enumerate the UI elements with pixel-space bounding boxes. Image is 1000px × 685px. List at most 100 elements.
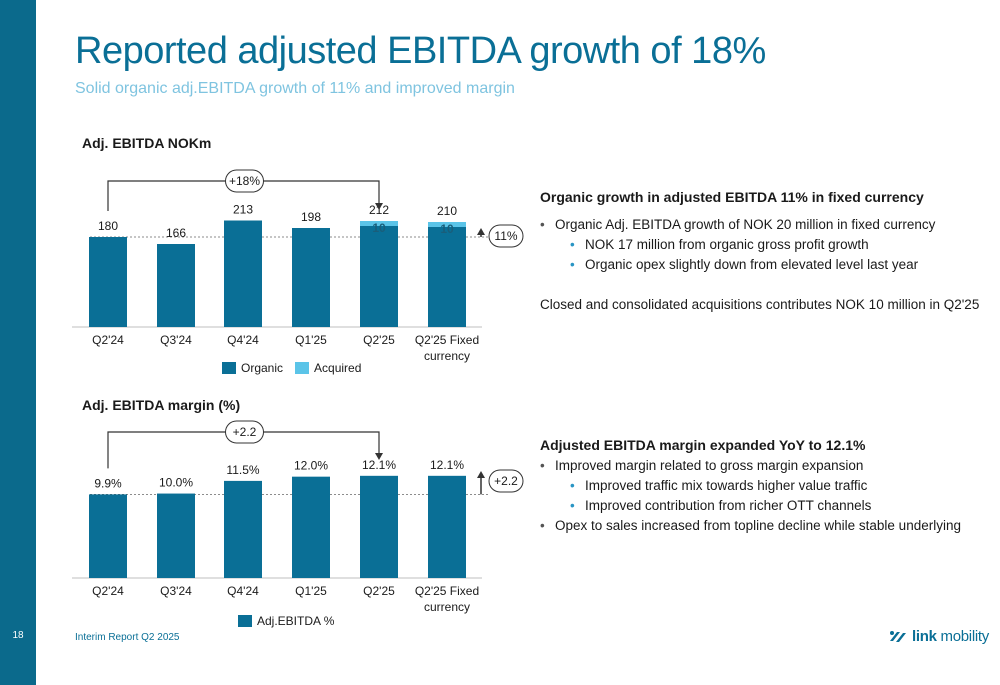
ebitda-bar-organic [89, 237, 127, 327]
bullet-dot: • [540, 458, 545, 473]
sidebar-strip [0, 0, 36, 685]
legend-item-margin: Adj.EBITDA % [238, 614, 334, 628]
margin-chart-title: Adj. EBITDA margin (%) [82, 397, 241, 413]
legend-item-organic: Organic [222, 361, 283, 375]
ebitda-tick-label: currency [424, 349, 470, 363]
margin-bar-organic [89, 494, 127, 578]
ebitda-tick-label: Q1'25 [295, 333, 327, 347]
growth-paragraph: Closed and consolidated acquisitions con… [540, 297, 980, 312]
margin-growth-arrowhead [375, 453, 383, 460]
margin-value-label: 12.1% [430, 458, 464, 472]
margin-commentary: Adjusted EBITDA margin expanded YoY to 1… [540, 437, 961, 536]
margin-legend: Adj.EBITDA % [238, 614, 346, 628]
slide-title: Reported adjusted EBITDA growth of 18% [75, 30, 766, 72]
margin-bar-organic [360, 475, 398, 578]
ebitda-growth-label: +18% [229, 174, 260, 188]
ebitda-chart-title: Adj. EBITDA NOKm [82, 135, 212, 151]
margin-tick-label: Q2'24 [92, 584, 124, 598]
legend-label-margin: Adj.EBITDA % [257, 614, 335, 628]
margin-value-label: 12.1% [362, 458, 396, 472]
legend-label-organic: Organic [241, 361, 284, 375]
growth-heading: Organic growth in adjusted EBITDA 11% in… [540, 189, 924, 205]
ebitda-acquired-label: 10 [440, 222, 454, 236]
ebitda-acquired-label: 10 [372, 221, 386, 235]
margin-growth-label: +2.2 [233, 425, 257, 439]
ebitda-growth-pill [225, 169, 264, 193]
logo-text-bold: link [912, 628, 937, 645]
growth-sub-bullet-1: • NOK 17 million from organic gross prof… [540, 235, 979, 255]
page-number: 18 [12, 630, 24, 641]
margin-sub-bullet-text: Improved traffic mix towards higher valu… [585, 478, 868, 493]
ebitda-value-label: 213 [233, 203, 253, 217]
margin-sub-bullet-2: • Improved contribution from richer OTT … [540, 496, 961, 516]
logo-text-light: mobility [936, 628, 990, 645]
margin-bar-organic [157, 493, 195, 578]
legend-swatch-margin [238, 615, 252, 627]
margin-tick-label: Q2'25 Fixed [415, 584, 479, 598]
legend-swatch-organic [222, 362, 236, 374]
margin-heading: Adjusted EBITDA margin expanded YoY to 1… [540, 437, 866, 453]
margin-sub-bullet-text: Improved contribution from richer OTT ch… [585, 498, 872, 513]
margin-bullet-2: • Opex to sales increased from topline d… [540, 516, 961, 536]
ebitda-tick-label: Q2'25 [363, 333, 395, 347]
ebitda-value-label: 180 [98, 219, 118, 233]
ebitda-value-label: 198 [301, 210, 321, 224]
growth-sub-bullet-text: Organic opex slightly down from elevated… [585, 257, 919, 272]
ebitda-bar-organic [360, 226, 398, 327]
bullet-dot: • [570, 237, 575, 252]
link-mobility-logo: link mobility [888, 628, 989, 645]
ebitda-tick-label: Q2'25 Fixed [415, 333, 479, 347]
legend-swatch-acquired [295, 362, 310, 374]
margin-value-label: 9.9% [94, 476, 122, 490]
slide-subtitle: Solid organic adj.EBITDA growth of 11% a… [75, 80, 515, 97]
ebitda-value-label: 210 [437, 204, 457, 218]
ebitda-bar-organic [157, 244, 195, 327]
margin-growth-pill [225, 420, 264, 444]
margin-value-label: 12.0% [294, 459, 328, 473]
bullet-dot: • [570, 257, 575, 272]
footer-report-label: Interim Report Q2 2025 [75, 632, 180, 643]
margin-sub-bullet-1: • Improved traffic mix towards higher va… [540, 476, 961, 496]
ebitda-growth-arrowhead [375, 203, 383, 210]
margin-tick-label: currency [424, 600, 470, 614]
ebitda-delta-arrowhead [477, 228, 485, 235]
ebitda-delta-label: 11% [494, 229, 517, 243]
margin-delta-arrowhead [477, 471, 485, 478]
margin-delta-label: +2.2 [494, 474, 518, 488]
margin-value-label: 11.5% [226, 463, 259, 477]
growth-commentary: Organic growth in adjusted EBITDA 11% in… [540, 189, 979, 315]
margin-delta-pill [488, 469, 524, 493]
margin-tick-label: Q3'24 [160, 584, 192, 598]
ebitda-value-label: 166 [166, 226, 186, 240]
ebitda-value-label: 212 [369, 203, 389, 217]
ebitda-bar-organic [292, 228, 330, 327]
growth-bullet: • Organic Adj. EBITDA growth of NOK 20 m… [540, 215, 979, 235]
ebitda-tick-label: Q2'24 [92, 333, 124, 347]
margin-bar-organic [292, 476, 330, 578]
bullet-dot: • [540, 518, 545, 533]
legend-label-acquired: Acquired [314, 361, 362, 375]
ebitda-tick-label: Q3'24 [160, 333, 192, 347]
margin-bullet-text: Improved margin related to gross margin … [555, 458, 864, 473]
ebitda-bar-organic [428, 227, 466, 327]
margin-bar-organic [224, 480, 262, 578]
margin-tick-label: Q2'25 [363, 584, 395, 598]
bullet-dot: • [570, 498, 575, 513]
ebitda-legend: Organic Acquired [222, 361, 373, 375]
growth-sub-bullet-text: NOK 17 million from organic gross profit… [585, 237, 869, 252]
logo-text: link mobility [912, 628, 989, 645]
ebitda-bar-acquired [428, 222, 466, 227]
margin-tick-label: Q1'25 [295, 584, 327, 598]
legend-item-acquired: Acquired [295, 361, 361, 375]
logo-mark-icon [890, 630, 906, 642]
ebitda-bar-acquired [360, 221, 398, 226]
ebitda-bar-organic [224, 220, 262, 327]
margin-bullet-text: Opex to sales increased from topline dec… [555, 518, 961, 533]
margin-bar-organic [428, 475, 466, 578]
bullet-dot: • [540, 217, 545, 232]
bullet-dot: • [570, 478, 575, 493]
ebitda-delta-pill [488, 224, 524, 248]
growth-sub-bullet-2: • Organic opex slightly down from elevat… [540, 255, 979, 275]
margin-bullet-1: • Improved margin related to gross margi… [540, 456, 961, 476]
